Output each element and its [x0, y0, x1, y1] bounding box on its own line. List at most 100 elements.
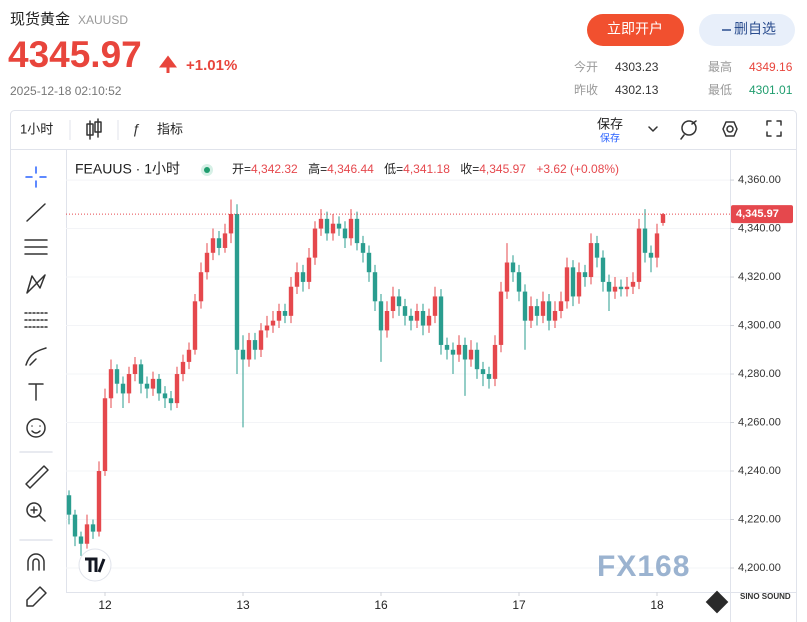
pattern-tool[interactable] — [26, 274, 46, 294]
last-price-box — [731, 205, 793, 224]
candle-body — [354, 218, 360, 244]
candle-body — [522, 291, 528, 321]
candle-body — [264, 325, 270, 331]
icon-tool[interactable] — [26, 418, 46, 438]
open-account-button[interactable] — [587, 14, 684, 46]
legend-value: 4,346.44 — [327, 162, 374, 176]
settings-button[interactable] — [722, 121, 738, 137]
candle-body — [66, 495, 72, 515]
candle-body — [270, 320, 276, 326]
candle-body — [600, 257, 606, 282]
trendline-tool[interactable] — [26, 203, 46, 222]
plot — [66, 179, 734, 596]
candle-body — [240, 349, 246, 360]
legend-value: 4,341.18 — [403, 162, 450, 176]
candle-body — [282, 310, 288, 316]
legend-key: 高= — [308, 161, 327, 176]
projection-tool[interactable] — [24, 312, 48, 328]
candle-body — [498, 291, 504, 345]
candle-body — [420, 310, 426, 326]
candle-body — [540, 301, 546, 316]
fx-icon: ƒ — [132, 121, 140, 137]
candle-body — [516, 272, 522, 292]
candle-body — [204, 252, 210, 273]
text-tool[interactable] — [28, 383, 44, 401]
last-price-label: 4,345.97 — [736, 208, 779, 220]
ruler-tool[interactable] — [25, 465, 49, 489]
interval-button[interactable]: 1小时 — [20, 121, 53, 136]
candle-body — [630, 281, 636, 287]
candle-body — [138, 364, 144, 384]
indicators-button[interactable]: 指标 — [157, 121, 183, 136]
fib-tool[interactable] — [24, 239, 48, 255]
candle-body — [480, 369, 486, 375]
candle-body — [660, 214, 666, 223]
y-tick-label: 4,200.00 — [738, 562, 781, 574]
legend-key: 开= — [232, 162, 251, 176]
watchlist-button[interactable] — [699, 14, 795, 46]
stat-value: 4301.01 — [749, 83, 793, 97]
candle-body — [306, 257, 312, 282]
save-menu[interactable] — [648, 126, 658, 132]
candle-body — [426, 315, 432, 326]
zoom-tool[interactable] — [26, 502, 42, 518]
magnet-tool[interactable] — [27, 553, 45, 571]
candle-body — [294, 272, 300, 287]
candle-body — [444, 344, 450, 350]
x-tick-label: 17 — [512, 598, 526, 612]
candle-body — [642, 228, 648, 253]
y-tick-label: 4,240.00 — [738, 465, 781, 477]
candle-body — [72, 514, 78, 537]
watermark-logo — [705, 590, 729, 614]
candle-body — [198, 272, 204, 302]
fullscreen-button[interactable] — [766, 120, 782, 137]
candle-body — [438, 296, 444, 345]
candle-body — [492, 344, 498, 379]
candle-body — [456, 344, 462, 355]
candle-body — [246, 340, 252, 360]
candle-body — [192, 301, 198, 350]
candle-body — [210, 238, 216, 253]
candle-body — [222, 233, 228, 248]
brush-tool[interactable] — [25, 347, 47, 366]
candle-body — [606, 281, 612, 292]
save-sub: 保存 — [600, 132, 620, 145]
alert-button[interactable] — [680, 120, 697, 140]
chart-type-button[interactable] — [86, 118, 102, 140]
candle-body — [414, 310, 420, 321]
legend-value: 4,342.32 — [251, 162, 298, 176]
candle-body — [114, 369, 120, 384]
candle-body — [654, 233, 660, 258]
y-tick-label: 4,300.00 — [738, 319, 781, 331]
candle-body — [144, 383, 150, 389]
save-button[interactable]: 保存 — [597, 116, 623, 131]
candle-body — [636, 228, 642, 282]
legend-change: +3.62 (+0.08%) — [536, 162, 619, 176]
candle-body — [390, 296, 396, 311]
lock-tool[interactable] — [26, 586, 47, 607]
tv-logo-mark — [85, 557, 106, 573]
candle-body — [360, 243, 366, 253]
y-tick-label: 4,360.00 — [738, 174, 781, 186]
candle-body — [558, 301, 564, 311]
candle-body — [108, 369, 114, 399]
candle-body — [396, 296, 402, 307]
open-account-label: 立即开户 — [607, 21, 663, 37]
crosshair-tool[interactable] — [25, 166, 47, 188]
drawing-tools — [19, 166, 53, 607]
candle-body — [324, 218, 330, 234]
candle-body — [408, 315, 414, 321]
candle-body — [384, 310, 390, 331]
legend-value: 4,345.97 — [479, 162, 526, 176]
candle-body — [96, 471, 102, 532]
status-dot — [204, 167, 210, 173]
candle-body — [612, 286, 618, 292]
y-tick-label: 4,260.00 — [738, 416, 781, 428]
candle-body — [582, 272, 588, 278]
candle-body — [102, 398, 108, 472]
y-tick-label: 4,280.00 — [738, 368, 781, 380]
candle-body — [252, 340, 258, 350]
stat-value: 4303.23 — [615, 60, 659, 74]
candle-body — [450, 349, 456, 355]
chart-frame — [10, 110, 797, 622]
